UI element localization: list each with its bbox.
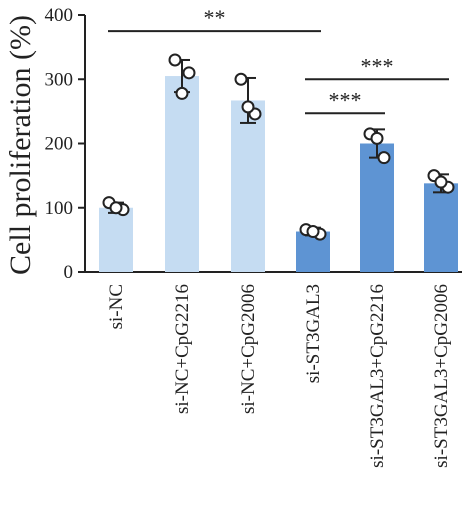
x-category-label: si-ST3GAL3+CpG2216 xyxy=(367,284,388,468)
y-axis-label: Cell proliferation (%) xyxy=(4,15,37,275)
bar xyxy=(231,100,265,272)
bar xyxy=(99,207,133,272)
data-point xyxy=(182,66,196,80)
y-tick-label: 200 xyxy=(45,134,74,155)
bars xyxy=(99,76,458,272)
bar xyxy=(424,183,458,272)
x-category-label: si-NC+CpG2216 xyxy=(172,284,193,414)
data-point xyxy=(175,86,189,100)
error-bars xyxy=(108,58,449,237)
significance-markers: ******** xyxy=(108,5,449,115)
data-point xyxy=(377,151,391,165)
significance-label: *** xyxy=(361,53,394,78)
data-point xyxy=(306,225,320,239)
x-category-label: si-NC xyxy=(106,284,127,329)
y-tick-label: 400 xyxy=(45,5,74,26)
data-point xyxy=(434,175,448,189)
y-ticks: 0 100 200 300 400 xyxy=(45,5,85,283)
data-point xyxy=(168,53,182,67)
y-tick-label: 300 xyxy=(45,69,74,90)
significance-label: ** xyxy=(204,5,226,30)
y-tick-label: 100 xyxy=(45,198,74,219)
data-point xyxy=(109,201,123,215)
significance-label: *** xyxy=(329,87,362,112)
x-category-label: si-NC+CpG2006 xyxy=(238,284,259,414)
data-point xyxy=(234,72,248,86)
y-tick-label: 0 xyxy=(64,262,74,283)
x-category-label: si-ST3GAL3+CpG2006 xyxy=(431,284,452,468)
bar xyxy=(165,76,199,272)
data-points xyxy=(102,53,455,241)
data-point xyxy=(370,131,384,145)
bar xyxy=(360,143,394,272)
axes xyxy=(84,15,462,273)
x-category-label: si-ST3GAL3 xyxy=(303,284,324,383)
x-categories: si-NC si-NC+CpG2216 si-NC+CpG2006 si-ST3GAL… xyxy=(106,284,452,468)
data-point xyxy=(241,100,255,114)
